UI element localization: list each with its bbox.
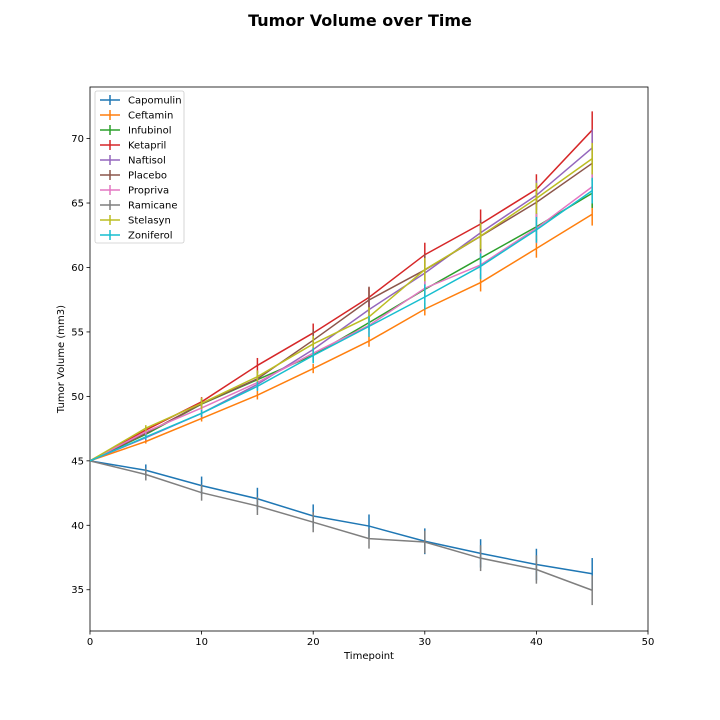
legend-label: Infubinol bbox=[128, 126, 172, 137]
legend-label: Ramicane bbox=[128, 201, 178, 212]
legend-item-ramicane: Ramicane bbox=[100, 200, 178, 212]
series-zoniferol bbox=[89, 177, 593, 462]
legend-item-stelasyn: Stelasyn bbox=[100, 215, 171, 227]
y-axis-label: Tumor Volume (mm3) bbox=[56, 305, 67, 414]
x-axis-ticks: 0 10 20 30 40 50 bbox=[87, 631, 655, 648]
legend-item-ceftamin: Ceftamin bbox=[100, 110, 173, 122]
y-axis-ticks: 35 40 45 50 55 60 65 70 bbox=[71, 134, 90, 596]
y-tick-label: 70 bbox=[71, 134, 84, 145]
series-layer bbox=[89, 111, 593, 606]
y-tick-label: 60 bbox=[71, 263, 84, 274]
y-tick-label: 45 bbox=[71, 456, 84, 467]
legend-label: Placebo bbox=[128, 171, 167, 182]
x-tick-label: 50 bbox=[642, 637, 655, 648]
legend-label: Propriva bbox=[128, 186, 169, 197]
series-line bbox=[89, 162, 593, 462]
series-line bbox=[89, 186, 593, 462]
series-line bbox=[89, 213, 593, 462]
y-tick-label: 50 bbox=[71, 392, 84, 403]
x-tick-label: 0 bbox=[87, 637, 93, 648]
series-line bbox=[89, 460, 593, 575]
series-line bbox=[89, 460, 593, 591]
y-tick-label: 55 bbox=[71, 327, 84, 338]
legend-item-zoniferol: Zoniferol bbox=[100, 230, 173, 242]
x-axis-label: Timepoint bbox=[343, 651, 394, 662]
legend-label: Capomulin bbox=[128, 96, 182, 107]
x-tick-label: 20 bbox=[307, 637, 320, 648]
legend-label: Naftisol bbox=[128, 156, 166, 167]
chart-title: Tumor Volume over Time bbox=[248, 11, 472, 30]
y-tick-label: 65 bbox=[71, 199, 84, 210]
x-tick-label: 30 bbox=[418, 637, 431, 648]
series-ramicane bbox=[89, 460, 593, 606]
series-stelasyn bbox=[89, 142, 593, 462]
series-line bbox=[89, 190, 593, 462]
y-tick-label: 40 bbox=[71, 521, 84, 532]
series-line bbox=[89, 158, 593, 462]
legend-label: Stelasyn bbox=[128, 216, 171, 227]
legend-item-ketapril: Ketapril bbox=[100, 140, 166, 152]
legend-label: Zoniferol bbox=[128, 231, 173, 242]
legend-item-infubinol: Infubinol bbox=[100, 125, 172, 137]
legend-item-propriva: Propriva bbox=[100, 185, 169, 197]
legend-item-capomulin: Capomulin bbox=[100, 95, 182, 107]
legend-label: Ketapril bbox=[128, 141, 166, 152]
x-tick-label: 40 bbox=[530, 637, 543, 648]
y-tick-label: 35 bbox=[71, 585, 84, 596]
legend-label: Ceftamin bbox=[128, 111, 173, 122]
legend-item-placebo: Placebo bbox=[100, 170, 167, 182]
x-tick-label: 10 bbox=[195, 637, 208, 648]
legend-item-naftisol: Naftisol bbox=[100, 155, 166, 167]
legend: Capomulin Ceftamin Infubinol Ketapril Naftis… bbox=[94, 90, 185, 244]
